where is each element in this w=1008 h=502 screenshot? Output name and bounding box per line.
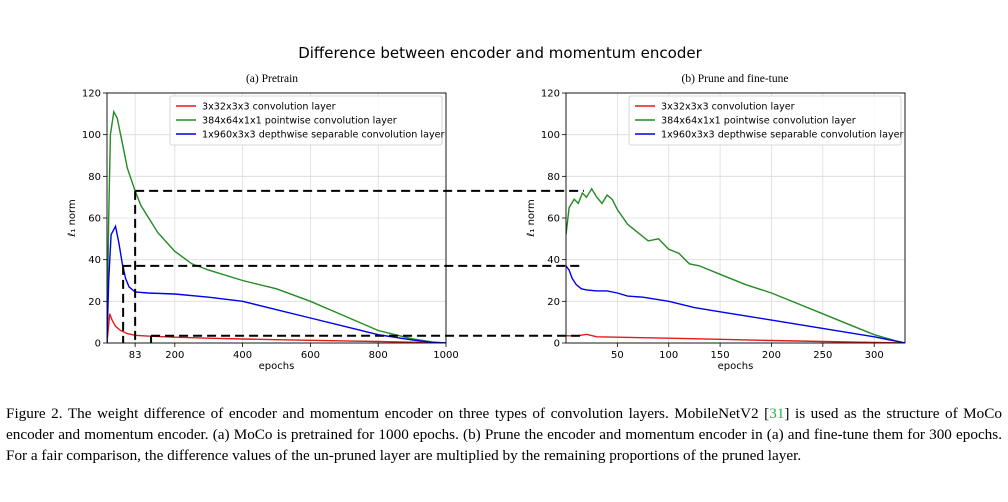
y-tick-label: 0 bbox=[95, 339, 101, 350]
x-tick-label: 83 bbox=[129, 350, 142, 361]
x-axis-label: epochs bbox=[718, 361, 754, 372]
plot-frame bbox=[565, 92, 906, 344]
series-line-1 bbox=[566, 187, 905, 343]
x-tick-label: 800 bbox=[369, 350, 388, 361]
y-tick-label: 80 bbox=[547, 172, 560, 183]
figure-canvas: Difference between encoder and momentum … bbox=[67, 44, 906, 372]
y-tick-label: 120 bbox=[82, 89, 101, 100]
panel-pretrain: (a) Pretrain 0 20 40 60 80 100 120 83 200 400 600 80… bbox=[67, 73, 459, 372]
x-tick-label: 100 bbox=[659, 350, 678, 361]
legend-entry: 3x32x3x3 convolution layer bbox=[202, 102, 336, 113]
panel-prune-finetune: (b) Prune and fine-tune 0 20 40 60 80 100 120 50… bbox=[526, 73, 906, 372]
x-axis-label: epochs bbox=[259, 361, 295, 372]
x-tick-label: 250 bbox=[813, 350, 832, 361]
legend-entry: 1x960x3x3 depthwise separable convolutio… bbox=[661, 130, 904, 141]
series-line-0 bbox=[566, 333, 905, 343]
caption-text-1: Figure 2. The weight difference of encod… bbox=[6, 405, 770, 422]
x-tick-label: 300 bbox=[865, 350, 884, 361]
y-tick-label: 20 bbox=[547, 297, 560, 308]
x-tick-label: 200 bbox=[165, 350, 184, 361]
legend-entry: 1x960x3x3 depthwise separable convolutio… bbox=[202, 130, 445, 141]
legend-box bbox=[628, 95, 902, 146]
y-tick-label: 20 bbox=[88, 297, 101, 308]
panel-title: (b) Prune and fine-tune bbox=[682, 73, 789, 85]
y-tick-label: 120 bbox=[541, 89, 560, 100]
series-line-2 bbox=[566, 265, 905, 343]
caption-reference-link[interactable]: 31 bbox=[769, 405, 785, 422]
figure-caption: Figure 2. The weight difference of encod… bbox=[6, 403, 1002, 466]
y-tick-label: 0 bbox=[554, 339, 560, 350]
y-tick-label: 100 bbox=[541, 130, 560, 141]
legend-box bbox=[169, 95, 443, 146]
x-tick-label: 150 bbox=[711, 350, 730, 361]
series-line-1 bbox=[107, 109, 446, 343]
y-tick-label: 60 bbox=[547, 214, 560, 225]
y-tick-label: 100 bbox=[82, 130, 101, 141]
panel-title: (a) Pretrain bbox=[246, 73, 298, 85]
x-tick-label: 1000 bbox=[433, 350, 458, 361]
x-tick-label: 600 bbox=[301, 350, 320, 361]
y-tick-label: 60 bbox=[88, 214, 101, 225]
series-line-2 bbox=[107, 224, 446, 343]
dashed-connectors bbox=[122, 189, 584, 343]
series-line-0 bbox=[107, 313, 446, 343]
legend-entry: 384x64x1x1 pointwise convolution layer bbox=[202, 116, 397, 127]
y-axis-label: ℓ₁ norm bbox=[526, 199, 537, 236]
caption-text-2: ] is used as the structure of MoCo encod… bbox=[6, 405, 1002, 464]
legend-entry: 384x64x1x1 pointwise convolution layer bbox=[661, 116, 856, 127]
x-tick-label: 50 bbox=[611, 350, 624, 361]
y-axis-label: ℓ₁ norm bbox=[67, 199, 78, 236]
legend-entry: 3x32x3x3 convolution layer bbox=[661, 102, 795, 113]
y-tick-label: 40 bbox=[547, 255, 560, 266]
plot-frame bbox=[106, 92, 447, 344]
x-tick-label: 200 bbox=[762, 350, 781, 361]
x-tick-label: 400 bbox=[233, 350, 252, 361]
y-tick-label: 40 bbox=[88, 255, 101, 266]
y-tick-label: 80 bbox=[88, 172, 101, 183]
figure-suptitle: Difference between encoder and momentum … bbox=[298, 44, 702, 62]
